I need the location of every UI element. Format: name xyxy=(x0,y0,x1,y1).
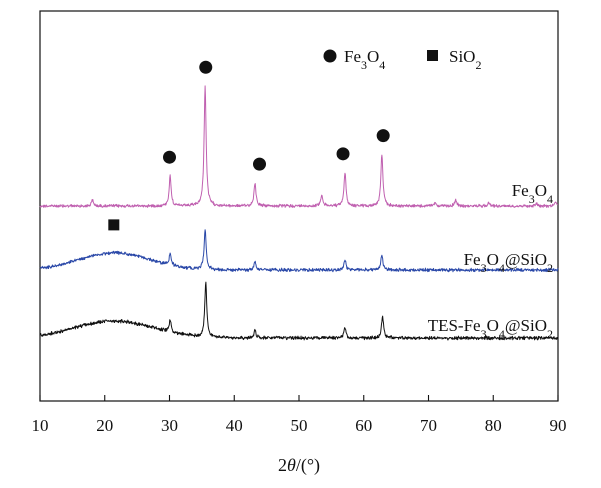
x-tick-label: 70 xyxy=(420,416,437,435)
legend-label-sio2: SiO2 xyxy=(449,47,481,72)
sio2-peak-marker xyxy=(108,219,120,231)
x-tick-label: 10 xyxy=(32,416,49,435)
fe3o4-peak-marker xyxy=(253,157,267,171)
x-tick-label: 50 xyxy=(291,416,308,435)
legend: Fe3O4 SiO2 xyxy=(323,47,481,72)
x-tick-label: 20 xyxy=(96,416,113,435)
legend-label-fe3o4: Fe3O4 xyxy=(344,47,385,72)
xrd-curves xyxy=(39,85,559,341)
fe3o4-peak-marker xyxy=(199,60,213,74)
fe3o4-peak-marker xyxy=(163,150,176,164)
curve-labels: Fe3O4 Fe3O4@SiO2 TES-Fe3O4@SiO2 xyxy=(428,181,553,341)
legend-circle-marker xyxy=(323,49,337,63)
legend-square-marker xyxy=(427,50,438,61)
x-tick-label: 40 xyxy=(226,416,243,435)
xrd-curve xyxy=(39,281,559,341)
xrd-curve xyxy=(39,85,558,208)
x-tick-label: 90 xyxy=(550,416,567,435)
curve-label: Fe3O4@SiO2 xyxy=(464,250,553,275)
x-tick-label: 30 xyxy=(161,416,178,435)
x-tick-label: 60 xyxy=(355,416,372,435)
fe3o4-peak-marker xyxy=(336,147,350,161)
curve-label: Fe3O4 xyxy=(512,181,553,206)
peak-markers xyxy=(108,60,390,231)
x-tick-label: 80 xyxy=(485,416,502,435)
x-axis-title: 2θ/(°) xyxy=(278,455,320,476)
xrd-curve xyxy=(39,229,559,273)
curve-label: TES-Fe3O4@SiO2 xyxy=(428,316,553,341)
fe3o4-peak-marker xyxy=(376,129,390,143)
x-axis-ticks: 10 20 30 40 50 60 70 80 90 xyxy=(32,395,567,435)
